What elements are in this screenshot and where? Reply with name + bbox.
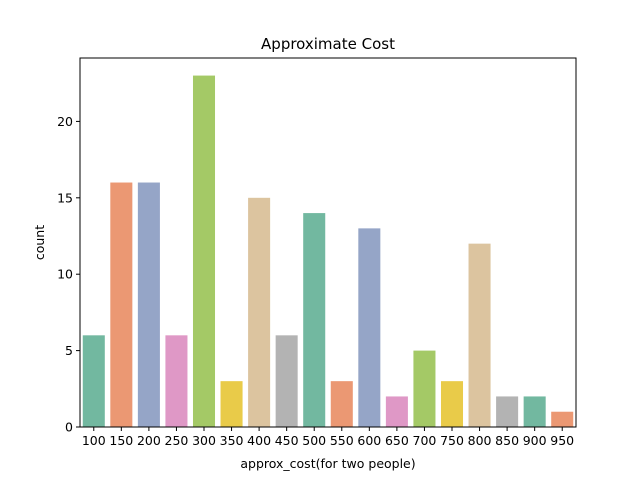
- x-tick-label: 450: [275, 433, 299, 448]
- bar-850: [496, 396, 519, 427]
- x-tick-label: 850: [495, 433, 519, 448]
- y-tick-label: 20: [57, 114, 73, 129]
- x-tick-label: 350: [220, 433, 244, 448]
- y-tick-label: 10: [57, 267, 73, 282]
- x-tick-label: 800: [468, 433, 492, 448]
- bar-750: [440, 381, 464, 427]
- x-ticks-layer: 100 150 200 250 300 350 400 450 500 550 600 650 700 7…: [82, 427, 574, 448]
- bar-250: [165, 335, 188, 427]
- bar-950: [551, 411, 574, 427]
- x-tick-label: 900: [523, 433, 547, 448]
- x-tick-label: 950: [550, 433, 574, 448]
- bar-300: [192, 75, 216, 427]
- bar-700: [413, 350, 436, 427]
- x-tick-label: 200: [137, 433, 161, 448]
- bar-500: [303, 213, 326, 427]
- chart-title: Approximate Cost: [261, 35, 395, 53]
- bar-650: [385, 396, 408, 427]
- x-tick-label: 600: [357, 433, 381, 448]
- bar-150: [110, 182, 133, 427]
- x-tick-label: 100: [82, 433, 106, 448]
- bar-400: [248, 197, 271, 427]
- bar-100: [82, 335, 105, 427]
- x-axis-label: approx_cost(for two people): [240, 456, 415, 471]
- x-tick-label: 550: [330, 433, 354, 448]
- x-tick-label: 250: [165, 433, 189, 448]
- y-ticks-layer: 0 5 10 15 20: [57, 114, 80, 435]
- y-tick-label: 5: [65, 343, 73, 358]
- y-tick-label: 0: [65, 420, 73, 435]
- x-tick-label: 650: [385, 433, 409, 448]
- bar-350: [220, 381, 243, 427]
- bar-800: [468, 243, 491, 427]
- bar-550: [330, 381, 353, 427]
- plot-frame: [79, 57, 577, 428]
- x-tick-label: 700: [413, 433, 437, 448]
- bar-900: [523, 396, 546, 427]
- bar-600: [358, 228, 381, 427]
- x-tick-label: 500: [302, 433, 326, 448]
- x-tick-label: 750: [440, 433, 464, 448]
- y-axis-label: count: [32, 225, 47, 260]
- bar-200: [137, 182, 160, 427]
- bars-layer: [82, 75, 574, 427]
- x-tick-label: 400: [247, 433, 271, 448]
- y-tick-label: 15: [57, 190, 73, 205]
- x-tick-label: 300: [192, 433, 216, 448]
- x-tick-label: 150: [109, 433, 133, 448]
- bar-450: [275, 335, 298, 427]
